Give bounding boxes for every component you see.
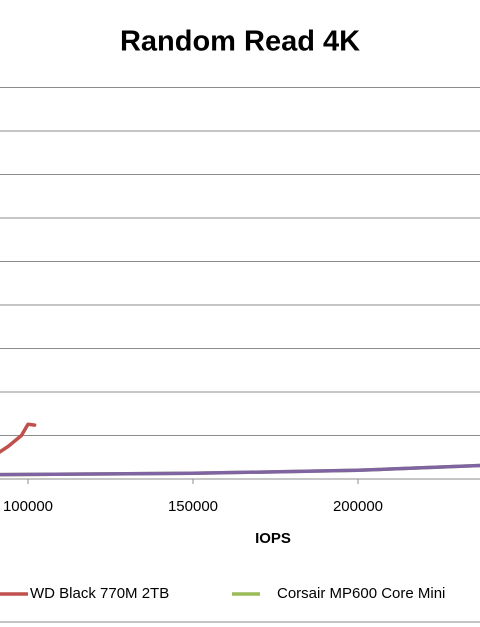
x-tick-label: 200000: [333, 498, 383, 515]
series-line: [0, 463, 480, 477]
x-axis-label: IOPS: [255, 530, 291, 547]
legend-label: Corsair MP600 Core Mini: [277, 585, 445, 602]
x-tick-label: 100000: [3, 498, 53, 515]
x-tick-label: 150000: [168, 498, 218, 515]
series-line: [0, 422, 37, 454]
legend-label: WD Black 770M 2TB: [30, 585, 169, 602]
chart-title: Random Read 4K: [120, 26, 360, 58]
